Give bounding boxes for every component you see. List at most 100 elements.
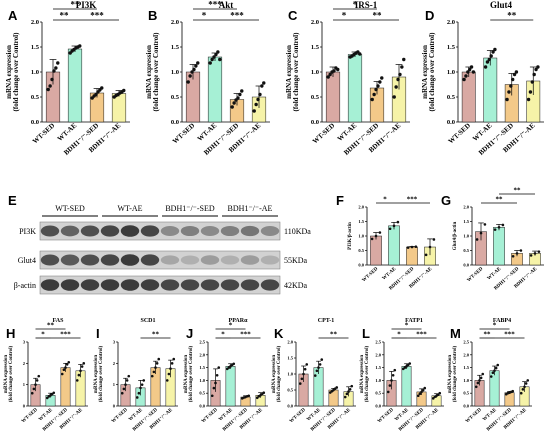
data-point <box>421 388 425 392</box>
sig-label: *** <box>230 11 244 21</box>
data-point <box>529 254 533 257</box>
chart-C: C IRS-1 0.0 0.5 1.0 1.5 2.0 mRNA expression (fol… <box>285 0 410 157</box>
data-point <box>343 395 347 399</box>
data-point <box>475 238 479 241</box>
chart-D: D Glut4 0.0 0.5 1.0 1.5 2.0 mRNA expression (fol… <box>421 0 544 157</box>
data-point <box>526 97 531 102</box>
data-point <box>52 69 56 73</box>
bar-1 <box>493 227 505 266</box>
data-point <box>82 362 86 365</box>
data-point <box>152 370 156 374</box>
data-point <box>317 366 320 369</box>
sig-label: ** <box>514 187 522 195</box>
data-point <box>194 64 198 68</box>
bar-1 <box>225 366 236 407</box>
sig-label: ** <box>373 11 383 21</box>
chart-L: L FATP1 0.0 0.5 1.0 1.5 2.0 2.5 mRNA expression(… <box>360 318 444 433</box>
sig-label: *** <box>208 0 222 10</box>
data-point <box>142 379 146 382</box>
data-point <box>300 377 304 381</box>
chart-title: FAS <box>53 318 65 324</box>
y-tick-label: 0.5 <box>31 94 40 101</box>
data-point <box>396 77 400 82</box>
y-axis-label-sub: (fold change over Control) <box>365 345 370 402</box>
y-axis-label: mRNA expression <box>145 45 153 99</box>
data-point <box>100 86 104 90</box>
data-point <box>536 65 540 69</box>
data-point <box>80 365 84 368</box>
data-point <box>474 385 478 389</box>
chart-title: Akt <box>219 0 234 10</box>
data-point <box>424 253 428 257</box>
data-point <box>150 374 154 378</box>
data-point <box>315 369 319 373</box>
data-point <box>386 390 390 394</box>
data-point <box>358 52 362 56</box>
data-point <box>217 366 221 369</box>
data-point <box>218 57 222 62</box>
bar-0 <box>370 235 382 266</box>
data-point <box>65 363 69 366</box>
chart-title: SCD1 <box>140 318 155 324</box>
y-axis-label: mRNA expression <box>360 355 365 394</box>
blot-band <box>100 225 120 237</box>
data-point <box>481 372 485 376</box>
data-point <box>406 246 410 249</box>
data-point <box>60 372 64 376</box>
bar-1 <box>347 54 363 123</box>
y-tick-label: 0.5 <box>463 248 469 253</box>
blot-row-size-1: 55KDa <box>284 256 308 265</box>
data-point <box>255 396 259 400</box>
y-tick-label: 1.0 <box>311 69 319 76</box>
blot-band <box>140 225 160 237</box>
panel-letter-A: A <box>8 8 18 23</box>
y-tick-label: 1.5 <box>375 365 381 370</box>
data-point <box>402 57 406 62</box>
y-axis-label-sub: (fold change over Control) <box>453 345 458 402</box>
y-axis-label: mRNA expression <box>272 355 277 394</box>
data-point <box>230 105 234 109</box>
blot-row-size-2: 42KDa <box>284 281 308 290</box>
category-label-0: WT-SED <box>377 408 395 425</box>
chart-G: G 0.0 0.5 1.0 1.5 2.0 Glut4/β-actin WT-SED WT-AE… <box>441 187 544 292</box>
y-tick-label: 1.5 <box>358 219 364 224</box>
blot-row-label-0: PI3K <box>19 227 36 236</box>
data-point <box>493 369 496 372</box>
panel-letter-B: B <box>148 8 157 23</box>
panel-letter-J: J <box>186 326 193 341</box>
blot-group-label-0: WT-SED <box>55 204 85 213</box>
data-point <box>336 67 340 72</box>
blot-group-label-1: WT-AE <box>117 204 142 213</box>
data-point <box>505 97 509 102</box>
data-point <box>348 388 352 391</box>
blot-band <box>180 279 200 291</box>
data-point <box>75 379 79 382</box>
category-label-0: WT-SED <box>21 408 39 425</box>
y-tick-label: 1.0 <box>358 234 364 239</box>
y-tick-label: 2.0 <box>463 352 469 357</box>
sig-label: * <box>493 322 497 330</box>
data-point <box>467 67 472 72</box>
y-tick-label: 0.0 <box>463 404 469 409</box>
chart-K: K CPT-1 0.0 0.5 1.0 1.5 2.0 mRNA expression (fol… <box>272 318 356 433</box>
panel-letter-G: G <box>441 193 451 208</box>
blot-row-size-0: 110KDa <box>284 227 311 236</box>
data-point <box>464 74 468 78</box>
y-tick-label: 3 <box>23 340 26 345</box>
data-point <box>524 382 528 385</box>
data-point <box>212 55 216 59</box>
sig-label: *** <box>416 331 427 339</box>
category-label-0: WT-SED <box>111 408 129 425</box>
y-tick-label: 1.5 <box>447 44 456 51</box>
data-point <box>512 72 517 77</box>
blot-band <box>100 279 120 291</box>
y-tick-label: 0 <box>23 404 26 409</box>
data-point <box>514 70 519 74</box>
y-axis-label: mRNA expression <box>5 45 13 99</box>
data-point <box>491 371 495 375</box>
blot-band <box>40 279 60 291</box>
data-point <box>56 61 60 65</box>
y-tick-label: 1.0 <box>463 234 469 239</box>
data-point <box>497 226 501 229</box>
data-point <box>436 393 440 397</box>
